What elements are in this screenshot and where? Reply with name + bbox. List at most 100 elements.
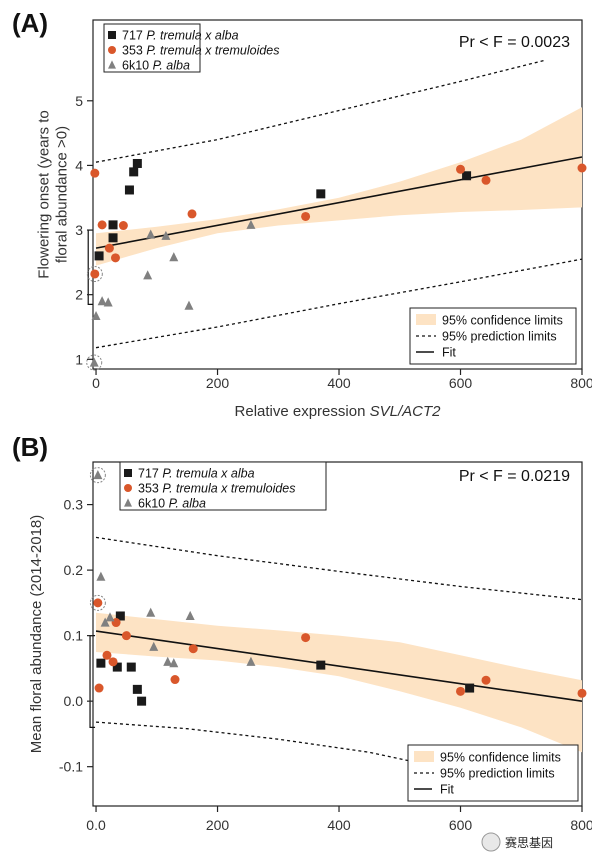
data-point-circle [301, 211, 311, 221]
data-point-triangle [100, 617, 110, 627]
data-point-circle [577, 163, 587, 173]
data-point-circle [187, 209, 197, 219]
y-tick-label: 1 [75, 351, 83, 367]
data-point-circle [110, 253, 120, 263]
data-point-triangle [246, 656, 256, 666]
data-point-triangle [89, 357, 99, 367]
y-tick-label: 0.3 [64, 497, 84, 513]
data-point-square [132, 684, 142, 694]
x-axis-title: Relative expression SVL/ACT2 [235, 403, 442, 420]
panel-b: (B) 0.0 200 400 600 800 -0.1 0.0 0.1 0.2 0.3 Mean f… [12, 432, 592, 833]
legend-marker-triangle [124, 498, 132, 507]
data-point-triangle [143, 270, 153, 280]
x-tick-label: 200 [206, 375, 230, 391]
y-tick-label: 4 [75, 157, 83, 173]
legend-label: 353 P. tremula x tremuloides [122, 44, 280, 58]
data-point-triangle [246, 219, 256, 229]
legend-marker-square [124, 469, 132, 477]
data-point-triangle [93, 470, 103, 480]
x-tick-label: 800 [570, 375, 592, 391]
fit-line [95, 156, 583, 249]
x-tick-label: 600 [449, 817, 473, 833]
limits-legend-label: 95% confidence limits [440, 751, 561, 765]
legend-marker-circle [124, 484, 132, 492]
y-tick-label: 2 [75, 287, 83, 303]
data-point-triangle [185, 610, 195, 621]
data-point-triangle [91, 310, 101, 321]
watermark-icon [481, 832, 501, 852]
data-point-triangle [184, 300, 194, 310]
x-tick-label: 800 [570, 817, 592, 833]
watermark-text: 赛思基因 [505, 835, 553, 850]
data-point-square [126, 662, 136, 672]
fit-line [95, 630, 583, 702]
prediction-limit-lower [95, 258, 583, 349]
x-tick-label: 600 [449, 375, 473, 391]
data-point-triangle [169, 658, 179, 668]
panel-letter: (A) [12, 8, 48, 38]
legend-box [119, 461, 327, 511]
circled-point-ring [89, 594, 106, 611]
data-point-triangle [97, 296, 107, 306]
data-point-square [129, 167, 139, 177]
data-point-square [115, 611, 125, 621]
data-point-triangle [96, 571, 106, 581]
data-point-circle [90, 269, 100, 279]
x-tick-label: 400 [327, 817, 351, 833]
limits-legend-box [407, 744, 579, 802]
data-point-circle [104, 243, 114, 253]
data-point-square [112, 662, 122, 672]
legend-marker-circle [108, 46, 116, 54]
data-point-square [108, 220, 118, 230]
data-point-circle [93, 598, 103, 608]
data-point-square [465, 683, 475, 693]
data-point-circle [301, 633, 311, 643]
circled-point-ring [86, 265, 103, 282]
limits-legend-label: 95% prediction limits [440, 767, 555, 781]
data-point-circle [90, 168, 100, 178]
limits-legend-box [409, 307, 577, 365]
watermark: 赛思基因 [481, 832, 553, 852]
data-point-triangle [169, 252, 179, 262]
legend-box [103, 23, 201, 73]
data-point-triangle [146, 229, 156, 239]
prediction-limit-upper [95, 536, 583, 601]
stat-label: Pr < F = 0.0219 [459, 468, 570, 485]
data-point-triangle [105, 612, 115, 622]
data-point-circle [94, 683, 104, 693]
data-point-square [124, 185, 134, 195]
confidence-band [96, 107, 582, 266]
prediction-limit-lower [95, 721, 413, 763]
legend-label: 717 P. tremula x alba [122, 29, 239, 43]
data-point-triangle [146, 607, 156, 617]
plot-frame [92, 461, 583, 807]
y-tick-label: 0.0 [64, 693, 84, 709]
data-point-circle [121, 631, 131, 641]
data-point-triangle [103, 297, 113, 307]
legend-band-swatch [416, 314, 436, 325]
data-point-circle [102, 650, 112, 660]
data-point-square [462, 171, 472, 181]
data-point-square [137, 696, 147, 706]
prediction-limit-upper [95, 59, 546, 163]
data-point-circle [97, 220, 107, 230]
legend-label: 6k10 P. alba [138, 497, 206, 511]
legend-marker-triangle [108, 60, 116, 69]
y-tick-label: -0.1 [59, 759, 83, 775]
data-point-circle [456, 164, 466, 174]
data-point-circle [170, 675, 180, 685]
x-tick-label: 200 [206, 817, 230, 833]
data-point-circle [481, 675, 491, 685]
y-tick-label: 3 [75, 222, 83, 238]
data-point-circle [577, 688, 587, 698]
y-tick-label: 0.2 [64, 562, 84, 578]
circled-point-ring [86, 354, 103, 371]
legend-label: 6k10 P. alba [122, 59, 190, 73]
data-point-circle [118, 221, 128, 231]
data-point-circle [188, 644, 198, 654]
limits-legend-label: Fit [442, 346, 456, 360]
legend-band-swatch [414, 751, 434, 762]
data-point-circle [108, 657, 118, 667]
legend-label: 717 P. tremula x alba [138, 467, 255, 481]
